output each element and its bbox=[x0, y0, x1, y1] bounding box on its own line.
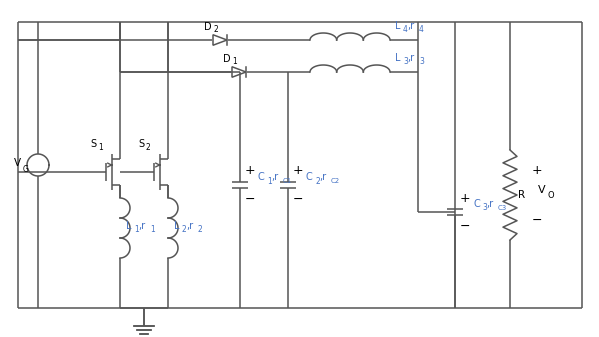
Text: D: D bbox=[204, 22, 211, 32]
Text: 2: 2 bbox=[315, 177, 320, 185]
Text: L: L bbox=[174, 221, 180, 231]
Text: C: C bbox=[306, 172, 313, 182]
Text: −: − bbox=[245, 192, 256, 206]
Text: −: − bbox=[532, 214, 543, 226]
Text: +: + bbox=[532, 163, 543, 177]
Text: ,r: ,r bbox=[138, 221, 145, 231]
Text: C: C bbox=[473, 199, 480, 209]
Text: 2: 2 bbox=[198, 225, 202, 235]
Text: C1: C1 bbox=[283, 178, 292, 184]
Text: ,r: ,r bbox=[271, 172, 278, 182]
Text: 3: 3 bbox=[482, 204, 487, 213]
Text: 4: 4 bbox=[419, 26, 424, 34]
Text: 3: 3 bbox=[419, 58, 424, 66]
Text: D: D bbox=[223, 54, 231, 64]
Text: 1: 1 bbox=[150, 225, 155, 235]
Text: ,r: ,r bbox=[186, 221, 193, 231]
Text: S: S bbox=[138, 139, 144, 149]
Text: O: O bbox=[547, 191, 553, 201]
Text: 2: 2 bbox=[182, 225, 187, 235]
Text: C2: C2 bbox=[331, 178, 340, 184]
Text: L: L bbox=[395, 21, 401, 31]
Text: ,r: ,r bbox=[407, 21, 414, 31]
Text: S: S bbox=[90, 139, 96, 149]
Text: V: V bbox=[14, 158, 21, 168]
Text: 1: 1 bbox=[267, 177, 272, 185]
Text: V: V bbox=[538, 185, 546, 195]
Text: G: G bbox=[23, 164, 29, 174]
Text: +: + bbox=[293, 164, 304, 178]
Text: 1: 1 bbox=[232, 58, 237, 66]
Text: C: C bbox=[258, 172, 265, 182]
Text: L: L bbox=[395, 53, 401, 63]
Text: ,r: ,r bbox=[486, 199, 493, 209]
Text: C3: C3 bbox=[498, 205, 507, 211]
Text: L: L bbox=[126, 221, 132, 231]
Text: −: − bbox=[293, 192, 304, 206]
Text: ,r: ,r bbox=[407, 53, 414, 63]
Text: 3: 3 bbox=[403, 58, 408, 66]
Text: 4: 4 bbox=[403, 26, 408, 34]
Text: R: R bbox=[518, 190, 525, 200]
Text: +: + bbox=[460, 191, 471, 205]
Text: 1: 1 bbox=[98, 143, 103, 152]
Text: 1: 1 bbox=[134, 225, 139, 235]
Text: 2: 2 bbox=[213, 26, 218, 34]
Text: +: + bbox=[245, 164, 256, 178]
Text: ,r: ,r bbox=[319, 172, 326, 182]
Text: 2: 2 bbox=[146, 143, 151, 152]
Text: −: − bbox=[460, 219, 470, 233]
